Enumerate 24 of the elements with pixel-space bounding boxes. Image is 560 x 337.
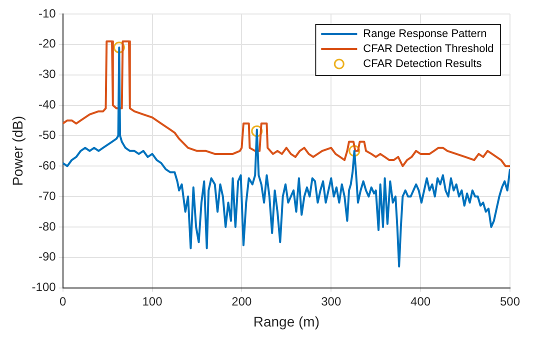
legend-label: CFAR Detection Results [363, 58, 482, 70]
x-axis-title: Range (m) [253, 313, 320, 330]
legend-label: Range Response Pattern [363, 28, 487, 40]
x-tick-label: 0 [59, 294, 66, 308]
y-tick-label: -60 [38, 158, 56, 172]
y-tick-label: -30 [38, 67, 56, 82]
y-tick-label: -10 [38, 6, 56, 20]
y-tick-label: -80 [38, 219, 56, 234]
y-tick-label: -20 [38, 36, 56, 51]
y-tick-label: -100 [32, 280, 56, 294]
x-tick-label: 200 [232, 294, 252, 308]
x-tick-label: 500 [500, 294, 520, 308]
y-tick-label: -40 [38, 98, 56, 112]
point [348, 145, 360, 157]
y-tick-label: -90 [38, 250, 56, 264]
x-tick-label: 100 [142, 294, 163, 308]
y-tick-label: -70 [38, 188, 56, 203]
x-tick-label: 300 [321, 294, 342, 308]
point [251, 125, 263, 137]
y-tick-label: -50 [38, 128, 56, 142]
legend-label: CFAR Detection Threshold [363, 43, 494, 56]
x-tick-label: 400 [410, 294, 431, 308]
y-axis-title: Power (dB) [9, 116, 26, 186]
point [113, 42, 125, 54]
